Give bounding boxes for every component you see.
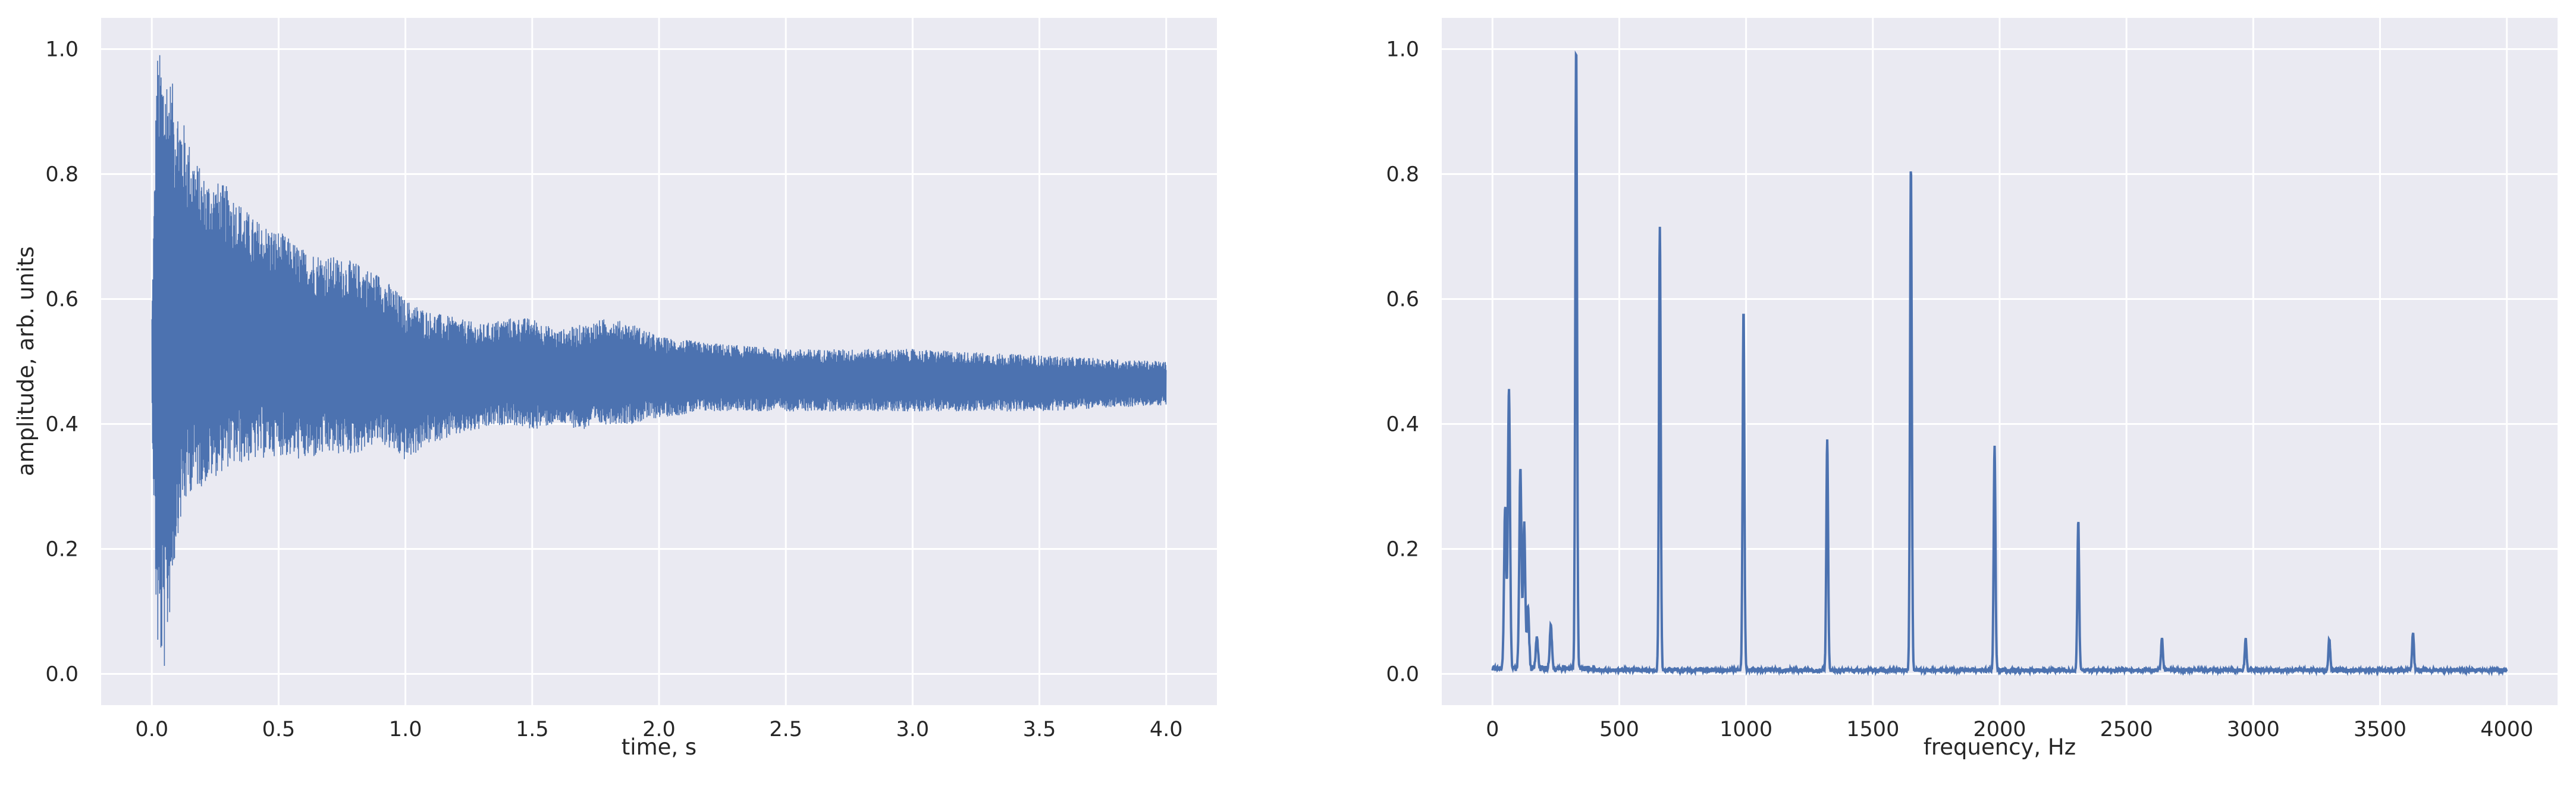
right-x-tick-label: 2000	[1973, 718, 2026, 741]
time-signal-trace	[151, 55, 1167, 666]
left-y-axis-title: amplitude, arb. units	[13, 246, 39, 476]
right-y-tick-label: 0.8	[1386, 163, 1419, 187]
right-tick-labels: 0 500 1000 1500 2000 2500 3000 3500 4000 0.0 0.2 0.…	[1386, 38, 2533, 742]
left-x-tick-label: 3.0	[896, 718, 930, 741]
right-x-tick-label: 500	[1599, 718, 1639, 741]
left-x-tick-label: 1.0	[389, 718, 422, 741]
right-y-tick-label: 1.0	[1386, 38, 1419, 62]
left-panel: 0.0 0.5 1.0 1.5 2.0 2.5 3.0 3.5 4.0 0.0 0.2 0.4 0.6 0…	[13, 18, 1217, 760]
right-y-tick-label: 0.6	[1386, 288, 1419, 312]
left-x-tick-label: 1.5	[516, 718, 549, 741]
frequency-spectrum-trace	[1491, 50, 2508, 677]
right-y-tick-label: 0.2	[1386, 538, 1419, 562]
left-x-tick-label: 0.0	[135, 718, 168, 741]
left-y-tick-label: 0.0	[45, 663, 79, 687]
right-panel: 0 500 1000 1500 2000 2500 3000 3500 4000 0.0 0.2 0.…	[1386, 18, 2558, 760]
left-y-tick-label: 0.6	[45, 288, 79, 312]
right-x-tick-label: 1000	[1720, 718, 1772, 741]
left-x-axis-title: time, s	[622, 734, 696, 760]
left-y-tick-label: 0.8	[45, 163, 79, 187]
right-x-tick-label: 3500	[2354, 718, 2406, 741]
left-grid	[101, 18, 1217, 705]
right-x-tick-label: 3000	[2227, 718, 2280, 741]
right-x-tick-label: 4000	[2480, 718, 2533, 741]
left-y-tick-label: 1.0	[45, 38, 79, 62]
left-x-tick-label: 2.0	[642, 718, 676, 741]
left-x-tick-label: 4.0	[1150, 718, 1183, 741]
right-y-tick-label: 0.4	[1386, 413, 1419, 437]
right-x-tick-label: 2500	[2100, 718, 2153, 741]
left-y-tick-label: 0.4	[45, 413, 79, 437]
left-x-tick-label: 2.5	[769, 718, 802, 741]
left-x-tick-label: 3.5	[1023, 718, 1056, 741]
left-x-tick-label: 0.5	[262, 718, 296, 741]
right-x-axis-title: frequency, Hz	[1924, 734, 2076, 760]
right-x-tick-label: 0	[1486, 718, 1499, 741]
right-x-tick-label: 1500	[1846, 718, 1899, 741]
left-y-tick-label: 0.2	[45, 538, 79, 562]
right-y-tick-label: 0.0	[1386, 663, 1419, 687]
left-tick-labels: 0.0 0.5 1.0 1.5 2.0 2.5 3.0 3.5 4.0 0.0 0.2 0.4 0.6 0…	[45, 38, 1182, 742]
